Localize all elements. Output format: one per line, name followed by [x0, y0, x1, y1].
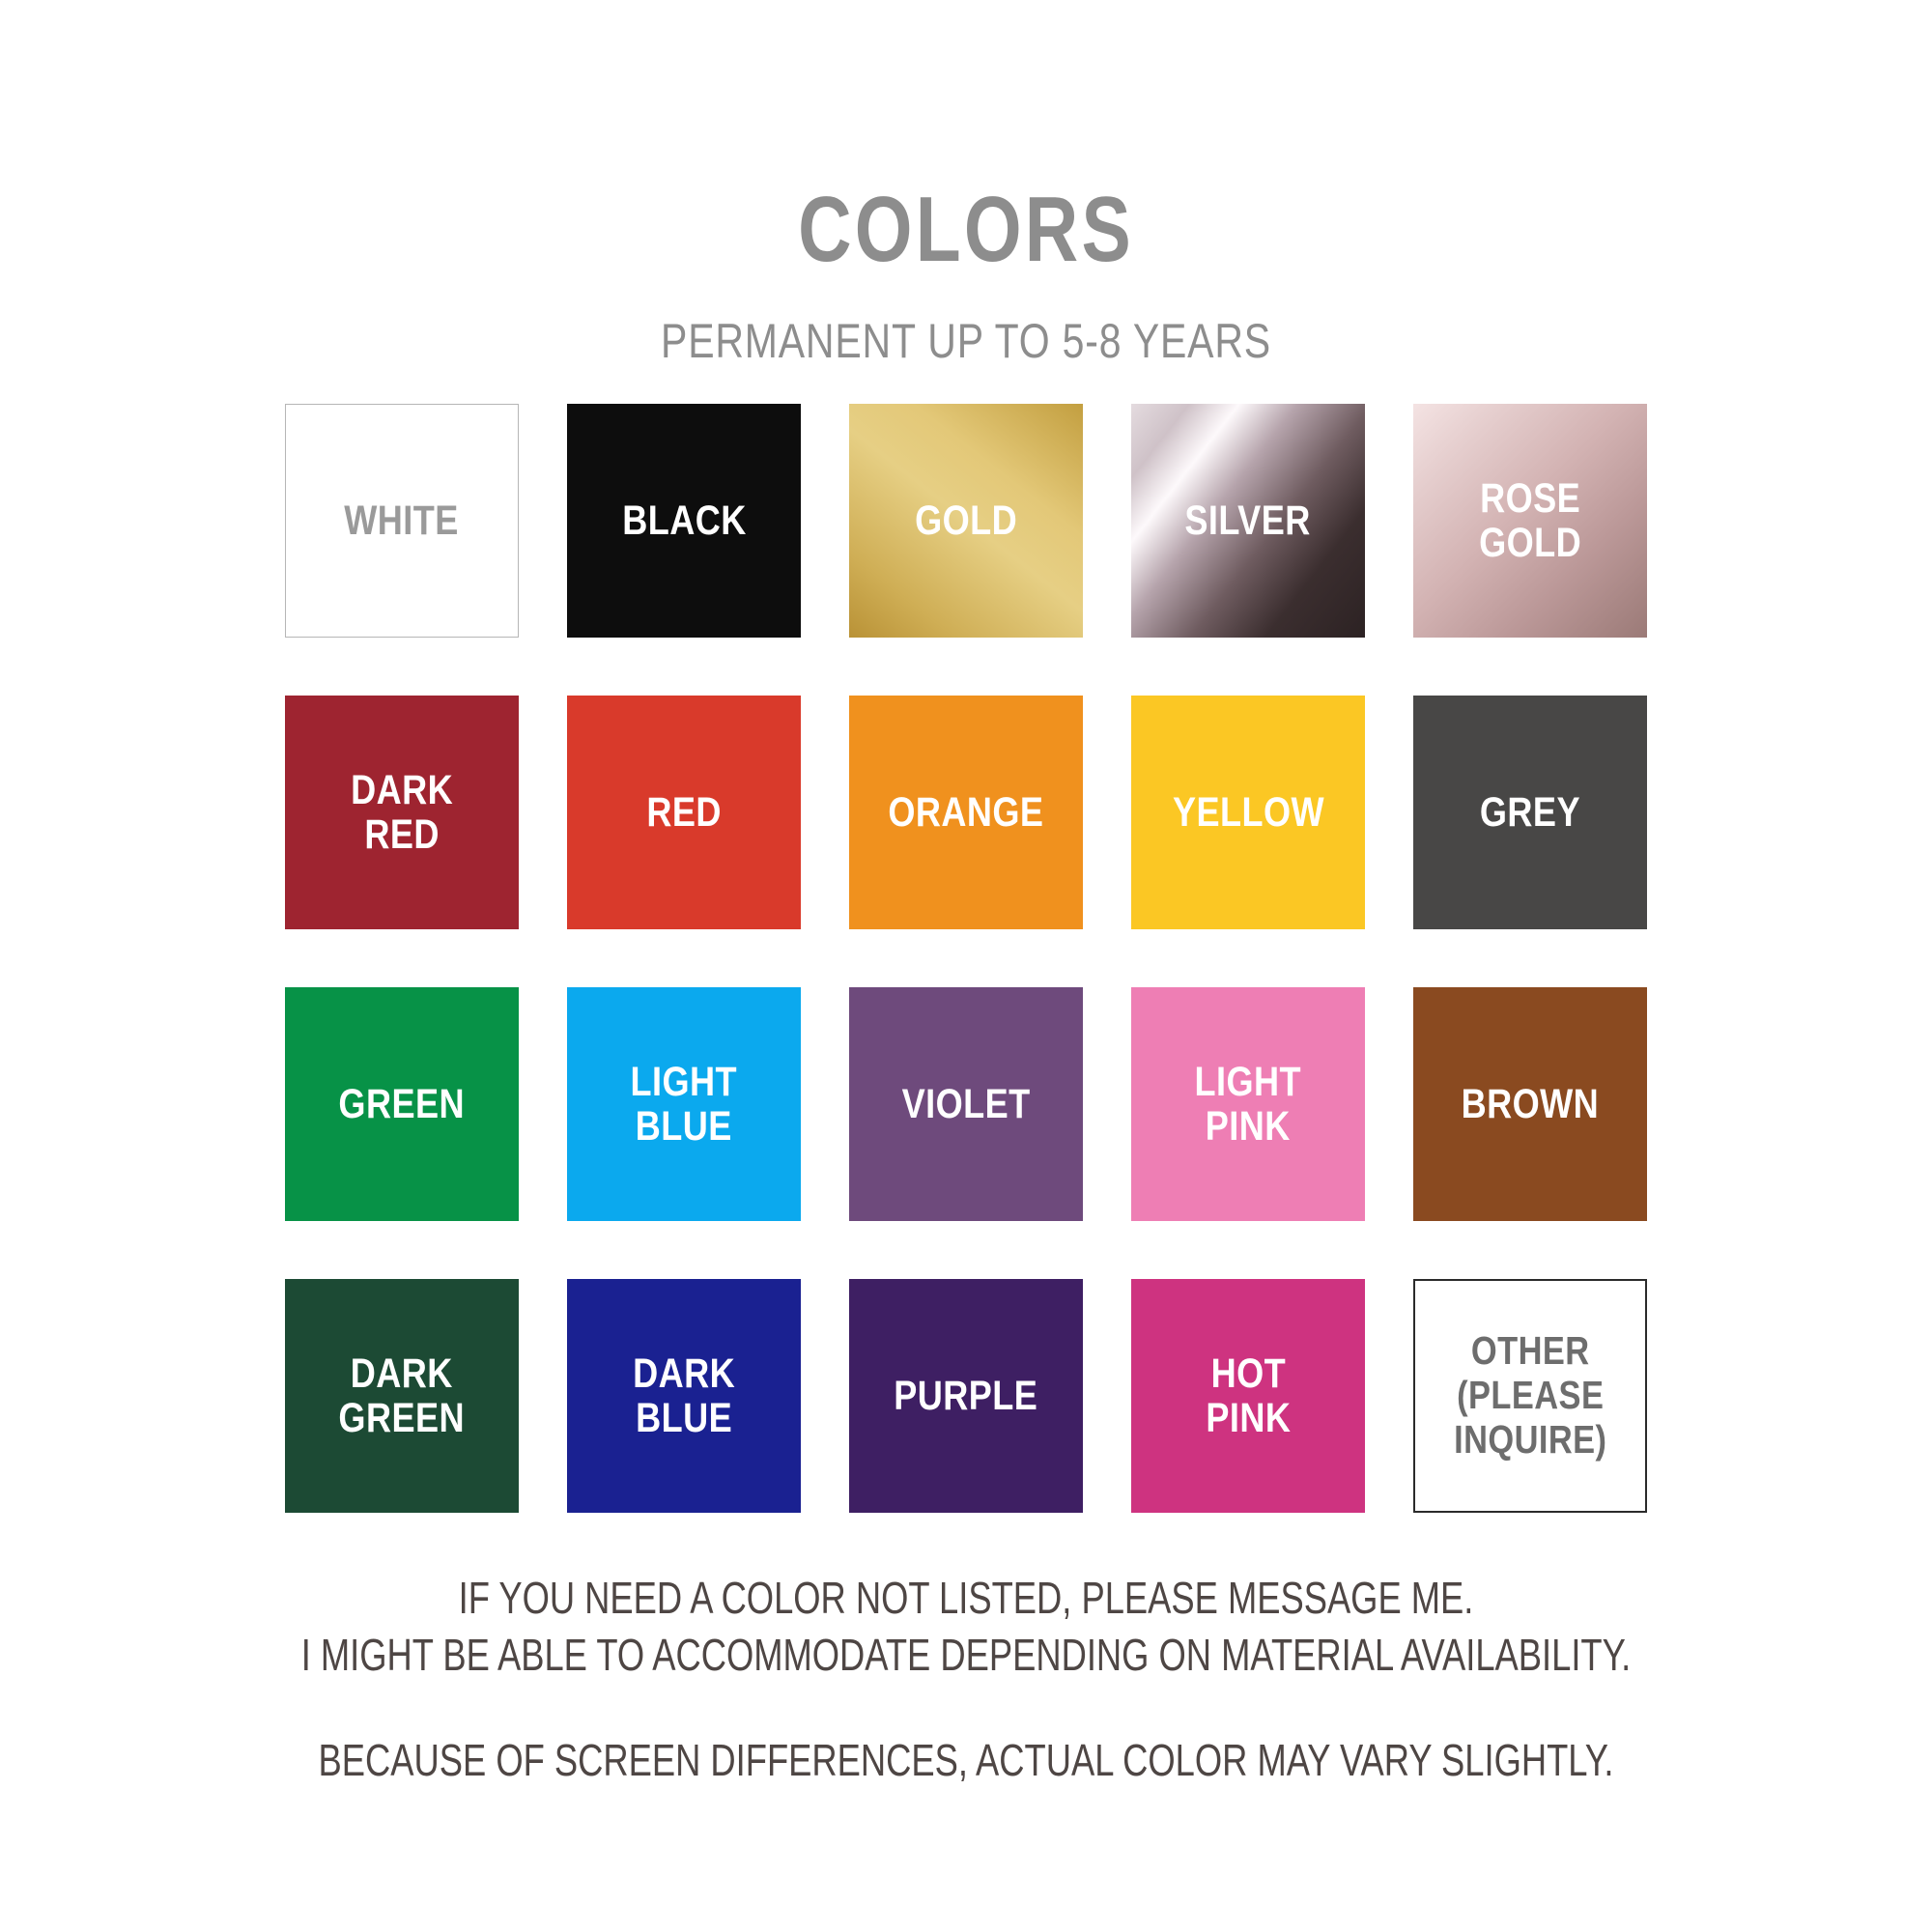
color-swatch-label: VIOLET	[901, 1080, 1031, 1127]
color-swatch[interactable]: WHITE	[285, 404, 519, 638]
color-swatch-label: DARK RED	[350, 766, 454, 858]
color-swatch[interactable]: SILVER	[1131, 404, 1365, 638]
color-swatch-label: ROSE GOLD	[1478, 474, 1582, 566]
header: COLORS PERMANENT UP TO 5-8 YEARS	[0, 178, 1932, 368]
color-swatch[interactable]: LIGHT PINK	[1131, 987, 1365, 1221]
color-swatch-label: RED	[646, 788, 722, 836]
color-swatch[interactable]: OTHER (PLEASE INQUIRE)	[1413, 1279, 1647, 1513]
page-subtitle: PERMANENT UP TO 5-8 YEARS	[661, 314, 1271, 368]
color-swatch-label: GOLD	[914, 497, 1018, 544]
footer-line-1: IF YOU NEED A COLOR NOT LISTED, PLEASE M…	[458, 1573, 1474, 1623]
color-swatch[interactable]: BLACK	[567, 404, 801, 638]
color-swatch[interactable]: YELLOW	[1131, 696, 1365, 929]
color-swatch-label: GREY	[1479, 788, 1581, 836]
color-swatch[interactable]: HOT PINK	[1131, 1279, 1365, 1513]
color-swatch-label: DARK GREEN	[338, 1350, 466, 1441]
color-swatch-label: ORANGE	[888, 788, 1044, 836]
color-swatch-label: OTHER (PLEASE INQUIRE)	[1453, 1328, 1607, 1462]
color-swatch[interactable]: DARK RED	[285, 696, 519, 929]
footer-line-3: BECAUSE OF SCREEN DIFFERENCES, ACTUAL CO…	[318, 1734, 1614, 1785]
color-swatch-label: LIGHT BLUE	[630, 1058, 738, 1150]
color-swatch[interactable]: GREY	[1413, 696, 1647, 929]
color-swatch[interactable]: RED	[567, 696, 801, 929]
color-swatch-label: SILVER	[1184, 497, 1312, 544]
color-swatch-grid: WHITE BLACK GOLD SILVER ROSE GOLD DARK RED RED…	[285, 404, 1649, 1513]
color-swatch[interactable]: VIOLET	[849, 987, 1083, 1221]
color-swatch-label: HOT PINK	[1206, 1350, 1291, 1441]
color-swatch-label: LIGHT PINK	[1194, 1058, 1302, 1150]
color-swatch[interactable]: ROSE GOLD	[1413, 404, 1647, 638]
page-title: COLORS	[798, 178, 1134, 281]
color-swatch[interactable]: DARK BLUE	[567, 1279, 801, 1513]
color-swatch-label: GREEN	[338, 1080, 466, 1127]
color-swatch[interactable]: BROWN	[1413, 987, 1647, 1221]
color-swatch[interactable]: ORANGE	[849, 696, 1083, 929]
color-swatch[interactable]: DARK GREEN	[285, 1279, 519, 1513]
color-swatch[interactable]: GREEN	[285, 987, 519, 1221]
footer-spacer	[0, 1684, 1932, 1732]
color-swatch[interactable]: LIGHT BLUE	[567, 987, 801, 1221]
color-swatch[interactable]: GOLD	[849, 404, 1083, 638]
color-swatch-label: DARK BLUE	[632, 1350, 736, 1441]
color-swatch[interactable]: PURPLE	[849, 1279, 1083, 1513]
color-swatch-label: PURPLE	[894, 1372, 1038, 1419]
color-swatch-label: WHITE	[344, 497, 460, 544]
color-swatch-label: YELLOW	[1172, 788, 1324, 836]
color-swatch-label: BROWN	[1461, 1080, 1600, 1127]
color-swatch-label: BLACK	[621, 497, 747, 544]
footer-notes: IF YOU NEED A COLOR NOT LISTED, PLEASE M…	[0, 1570, 1932, 1789]
footer-line-2: I MIGHT BE ABLE TO ACCOMMODATE DEPENDING…	[300, 1629, 1632, 1680]
